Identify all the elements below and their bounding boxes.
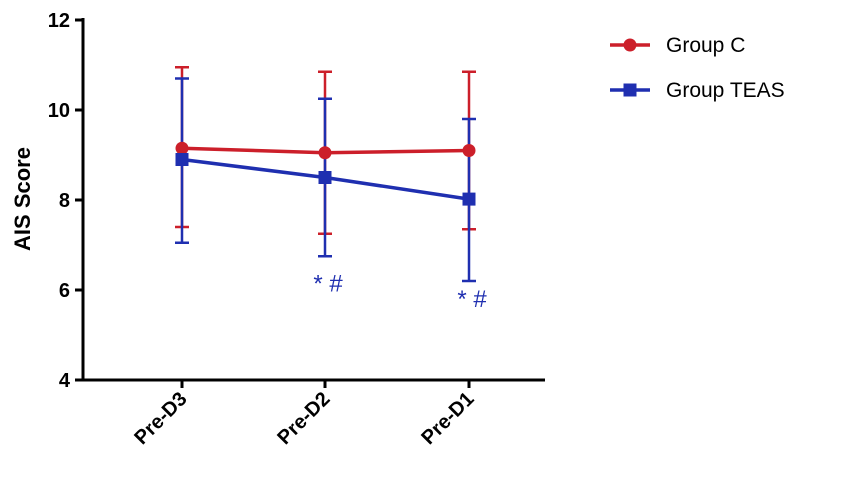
significance-annotations: * # * # <box>313 270 487 313</box>
legend: Group C Group TEAS <box>610 34 785 102</box>
legend-marker <box>623 38 637 52</box>
y-tick-label: 6 <box>59 280 70 302</box>
x-ticks: Pre-D3 Pre-D2 Pre-D1 <box>130 380 479 449</box>
data-point <box>175 153 189 166</box>
data-point <box>318 171 332 184</box>
legend-label: Group C <box>666 34 745 57</box>
y-tick-label: 12 <box>48 10 70 32</box>
y-tick-label: 4 <box>59 370 71 392</box>
x-tick-label: Pre-D2 <box>273 388 334 449</box>
legend-label: Group TEAS <box>666 79 785 102</box>
legend-marker <box>623 83 637 97</box>
data-point <box>462 192 476 206</box>
significance-marker: * # <box>313 270 343 297</box>
x-tick-label: Pre-D3 <box>130 388 191 449</box>
y-axis-title: AIS Score <box>10 147 35 251</box>
data-point <box>175 141 189 155</box>
significance-marker: * # <box>457 286 487 313</box>
x-tick-label: Pre-D1 <box>417 388 478 449</box>
data-point <box>318 146 332 160</box>
data-point <box>462 144 476 157</box>
series-markers <box>175 141 476 206</box>
y-tick-label: 8 <box>59 190 70 212</box>
y-ticks: 4 6 8 10 12 <box>48 10 83 392</box>
y-tick-label: 10 <box>48 100 70 122</box>
